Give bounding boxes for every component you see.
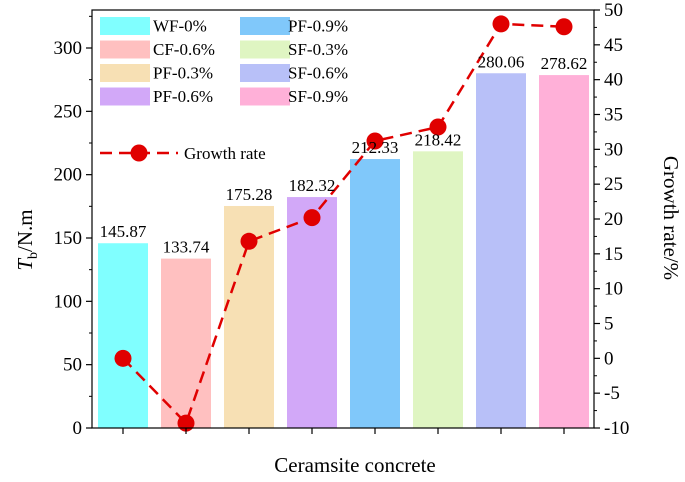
bar-value-label-4: 212.33 bbox=[352, 138, 399, 157]
y2-tick-label-45: 45 bbox=[604, 35, 623, 56]
legend-label-0: WF-0% bbox=[153, 17, 207, 36]
growth-rate-point-6 bbox=[492, 15, 510, 33]
growth-rate-point-3 bbox=[303, 209, 321, 227]
legend-swatch-0 bbox=[100, 17, 150, 35]
y2-tick-label-25: 25 bbox=[604, 174, 623, 195]
legend-swatch-7 bbox=[240, 87, 290, 106]
legend-swatch-3 bbox=[100, 87, 150, 106]
growth-rate-point-7 bbox=[555, 18, 573, 36]
y-tick-label-150: 150 bbox=[54, 228, 83, 249]
y-axis-title-rest: /N.m bbox=[13, 209, 37, 252]
legend-line-label: Growth rate bbox=[184, 144, 266, 163]
y2-tick-label-40: 40 bbox=[604, 70, 623, 91]
y-tick-label-200: 200 bbox=[54, 165, 83, 186]
bar-1 bbox=[161, 258, 211, 428]
legend-label-2: PF-0.3% bbox=[153, 64, 213, 83]
bar-5 bbox=[413, 151, 463, 429]
bar-value-label-1: 133.74 bbox=[163, 238, 210, 257]
x-axis-title: Ceramsite concrete bbox=[274, 453, 436, 477]
y-tick-label-250: 250 bbox=[54, 101, 83, 122]
bar-value-label-3: 182.32 bbox=[289, 176, 336, 195]
legend-label-7: SF-0.9% bbox=[288, 87, 348, 106]
legend-label-4: PF-0.9% bbox=[288, 17, 348, 36]
growth-rate-point-1 bbox=[177, 414, 195, 432]
y2-tick-label-15: 15 bbox=[604, 244, 623, 265]
y-axis-title: Tb/N.m bbox=[13, 209, 41, 270]
bar-value-label-7: 278.62 bbox=[541, 54, 588, 73]
y-tick-label-300: 300 bbox=[54, 38, 83, 59]
y-tick-label-100: 100 bbox=[54, 291, 83, 312]
y-tick-label-0: 0 bbox=[73, 418, 83, 439]
legend-line-marker bbox=[130, 144, 148, 162]
legend-swatch-2 bbox=[100, 64, 150, 82]
legend-label-3: PF-0.6% bbox=[153, 87, 213, 106]
y2-axis-title: Growth rate/% bbox=[659, 156, 683, 280]
legend-swatch-6 bbox=[240, 64, 290, 82]
legend-label-1: CF-0.6% bbox=[153, 40, 215, 59]
y-axis-title-main: T bbox=[13, 258, 37, 271]
y-axis-title-sub: b bbox=[26, 252, 41, 259]
growth-rate-point-5 bbox=[429, 118, 447, 136]
growth-rate-point-0 bbox=[114, 349, 132, 367]
y2-tick-label-35: 35 bbox=[604, 105, 623, 126]
legend-swatch-5 bbox=[240, 40, 290, 59]
y2-tick-label-20: 20 bbox=[604, 209, 623, 230]
legend-label-5: SF-0.3% bbox=[288, 40, 348, 59]
y-tick-label-50: 50 bbox=[63, 355, 82, 376]
y2-tick-label-50: 50 bbox=[604, 0, 623, 21]
legend-swatch-4 bbox=[240, 17, 290, 35]
growth-rate-point-2 bbox=[240, 232, 258, 250]
bar-value-label-2: 175.28 bbox=[226, 185, 273, 204]
y2-tick-label--5: -5 bbox=[604, 383, 620, 404]
bar-0 bbox=[98, 243, 148, 428]
bar-3 bbox=[287, 197, 337, 428]
y2-tick-label-5: 5 bbox=[604, 314, 614, 335]
bar-value-label-0: 145.87 bbox=[100, 222, 147, 241]
legend-label-6: SF-0.6% bbox=[288, 64, 348, 83]
y2-tick-label-0: 0 bbox=[604, 348, 614, 369]
bar-7 bbox=[539, 75, 589, 429]
bar-6 bbox=[476, 73, 526, 429]
y2-tick-label-30: 30 bbox=[604, 139, 623, 160]
y2-tick-label-10: 10 bbox=[604, 279, 623, 300]
growth-rate-point-4 bbox=[366, 132, 384, 150]
y2-tick-label--10: -10 bbox=[604, 418, 629, 439]
growth-rate-line bbox=[122, 22, 565, 426]
legend-swatch-1 bbox=[100, 40, 150, 59]
bar-value-label-5: 218.42 bbox=[415, 130, 462, 149]
bar-4 bbox=[350, 159, 400, 429]
bar-value-label-6: 280.06 bbox=[478, 52, 525, 71]
